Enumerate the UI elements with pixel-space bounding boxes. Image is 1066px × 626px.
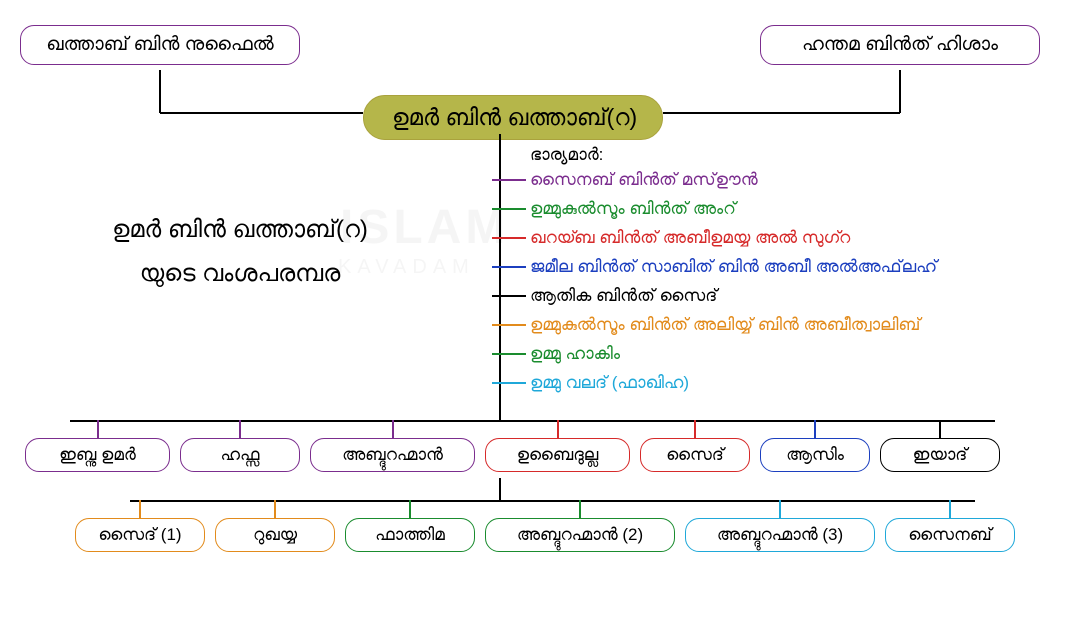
child-node: സൈനബ്: [885, 518, 1015, 552]
child-label: ഉബൈദുല്ല: [517, 445, 599, 464]
child-drop: [409, 500, 411, 518]
wife-item: ഉമ്മു ഹാകിം: [530, 344, 620, 364]
wife-item: ഖറയ്ബ ബിന്‍ത് അബീഉമയ്യ അല്‍ സുഗ്റ: [530, 228, 850, 248]
wife-item: സൈനബ് ബിന്‍ത് മസ്ഊന്‍: [530, 170, 758, 190]
child-node: ഇയാദ്: [880, 438, 1000, 472]
child-label: ഇബ്നു ഉമര്‍: [59, 445, 136, 464]
child-label: സൈദ്: [666, 445, 724, 464]
child-label: അബ്ദുറഹ്മാന്‍ (3): [717, 525, 843, 544]
wife-item: ആതിക ബിന്‍ത് സൈദ്: [530, 286, 717, 306]
wife-tick: [492, 324, 526, 326]
wife-item: ഉമ്മുകുല്‍സൂം ബിന്‍ത് അംറ്: [530, 199, 736, 219]
child-drop: [939, 420, 941, 438]
wife-item: ഉമ്മുകുല്‍സൂം ബിന്‍ത് അലിയ്യ് ബിന്‍ അബീത…: [530, 315, 920, 335]
wife-item: ജമീല ബിന്‍ത് സാബിത് ബിന്‍ അബീ അല്‍അഫ്‌ലഹ…: [530, 257, 937, 277]
child-label: അബ്ദുറഹ്മാന്‍ (2): [517, 525, 643, 544]
child-drop: [97, 420, 99, 438]
main-label: ഉമര്‍ ബിന്‍ ഖത്താബ്(റ): [392, 104, 637, 130]
wife-item: ഉമ്മു വലദ് (ഫാഖിഹ): [530, 373, 689, 393]
title-block: ഉമര്‍ ബിന്‍ ഖത്താബ്(റ) യുടെ വംശപരമ്പര: [70, 208, 410, 296]
child-node: ഉബൈദുല്ല: [485, 438, 630, 472]
wife-tick: [492, 382, 526, 384]
child-label: ആസിം: [786, 445, 844, 464]
child-drop: [239, 420, 241, 438]
wife-tick: [492, 237, 526, 239]
child-node: ഹഫ്സ: [180, 438, 300, 472]
row1-bar: [70, 420, 995, 422]
child-label: റുഖയ്യ: [253, 525, 297, 544]
wife-tick: [492, 266, 526, 268]
mother-node: ഹന്തമ ബിന്‍ത് ഹിശാം: [760, 25, 1040, 65]
child-label: ഹഫ്സ: [221, 445, 260, 464]
child-drop: [579, 500, 581, 518]
father-node: ഖത്താബ് ബിന്‍ നുഫൈൽ: [20, 25, 300, 65]
wife-tick: [492, 179, 526, 181]
child-drop: [139, 500, 141, 518]
wife-tick: [492, 295, 526, 297]
father-label: ഖത്താബ് ബിന്‍ നുഫൈൽ: [46, 34, 273, 55]
child-drop: [274, 500, 276, 518]
main-node: ഉമര്‍ ബിന്‍ ഖത്താബ്(റ): [363, 95, 663, 140]
child-drop: [557, 420, 559, 438]
child-node: അബ്ദുറഹ്മാന്‍ (2): [485, 518, 675, 552]
main-stem: [499, 134, 501, 420]
child-node: സൈദ് (1): [75, 518, 205, 552]
child-drop: [694, 420, 696, 438]
wife-tick: [492, 208, 526, 210]
child-label: സൈദ് (1): [98, 525, 181, 544]
child-label: സൈനബ്: [908, 525, 991, 544]
wives-heading: ഭാര്യമാര്‍:: [530, 145, 603, 165]
child-node: സൈദ്: [640, 438, 750, 472]
row2-bar: [130, 500, 975, 502]
child-drop: [392, 420, 394, 438]
child-node: റുഖയ്യ: [215, 518, 335, 552]
child-node: ഇബ്നു ഉമര്‍: [25, 438, 170, 472]
mother-label: ഹന്തമ ബിന്‍ത് ഹിശാം: [802, 34, 998, 55]
child-label: ഇയാദ്: [913, 445, 968, 464]
child-drop: [814, 420, 816, 438]
child-label: അബ്ദുറഹ്മാന്‍: [342, 445, 443, 464]
wife-tick: [492, 353, 526, 355]
title-line1: ഉമര്‍ ബിന്‍ ഖത്താബ്(റ): [70, 208, 410, 252]
child-node: അബ്ദുറഹ്മാന്‍: [310, 438, 475, 472]
child-drop: [949, 500, 951, 518]
child-label: ഫാത്തിമ: [375, 525, 445, 544]
child-node: ഫാത്തിമ: [345, 518, 475, 552]
row1-row2-link: [499, 478, 501, 500]
title-line2: യുടെ വംശപരമ്പര: [70, 252, 410, 296]
child-node: ആസിം: [760, 438, 870, 472]
child-node: അബ്ദുറഹ്മാന്‍ (3): [685, 518, 875, 552]
child-drop: [779, 500, 781, 518]
